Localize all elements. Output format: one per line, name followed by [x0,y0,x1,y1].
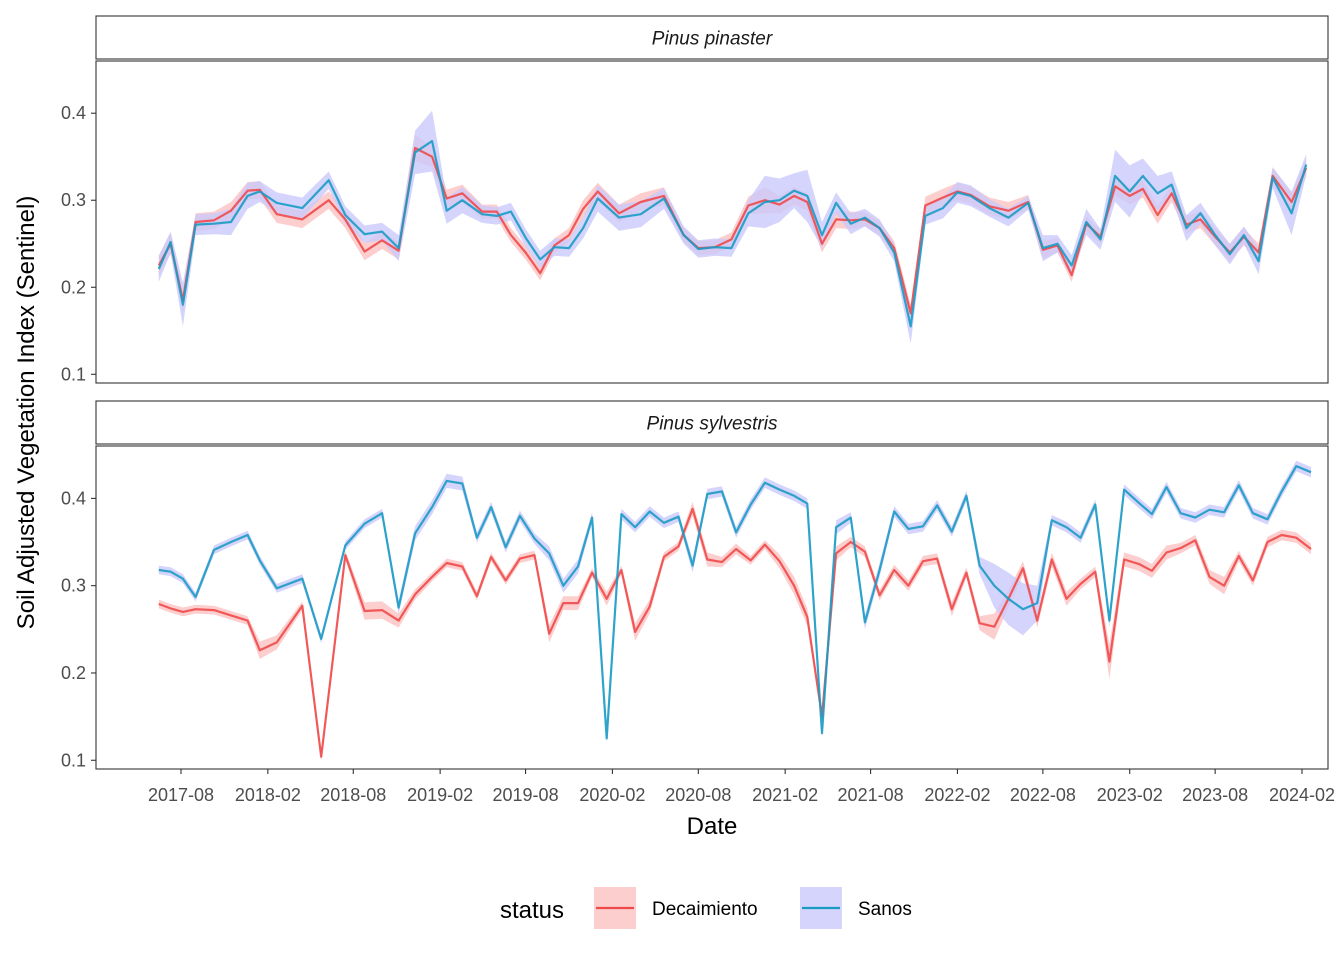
series-line-decaimiento [158,507,1312,758]
x-tick-label: 2024-02 [1269,785,1335,805]
facet-strip-label: Pinus pinaster [652,29,773,50]
panel-border [95,445,1329,770]
series-line-sanos [158,465,1312,740]
x-tick-label: 2023-08 [1182,785,1248,805]
ribbon-decaimiento [158,501,1311,762]
facet-panel: Pinus sylvestris 0.1 0.2 0.3 0.4 [61,400,1329,770]
legend-entry: Sanos [800,887,912,929]
y-tick-label: 0.4 [61,103,86,123]
legend-title: status [500,897,564,924]
series-line-sanos [157,140,1308,328]
x-tick-label: 2018-02 [235,785,301,805]
x-tick-label: 2019-02 [407,785,473,805]
facet-strip-label: Pinus sylvestris [647,414,778,435]
x-axis: 2017-08 2018-02 2018-08 2019-02 2019-08 2020-… [148,769,1335,805]
facet-strip [95,15,1329,60]
y-tick-label: 0.4 [61,488,86,508]
legend-label: Decaimiento [652,899,758,920]
x-tick-label: 2022-02 [924,785,990,805]
plot-area [157,110,1308,344]
x-tick-label: 2021-08 [838,785,904,805]
y-tick-label: 0.2 [61,663,86,683]
y-tick-label: 0.3 [61,190,86,210]
y-tick-label: 0.2 [61,277,86,297]
x-tick-label: 2019-08 [493,785,559,805]
series-line-decaimiento [157,146,1308,315]
y-axis-title: Soil Adjusted Vegetation Index (Sentinel… [13,196,40,630]
legend-entry: Decaimiento [594,887,758,929]
x-tick-label: 2021-02 [752,785,818,805]
x-tick-label: 2022-08 [1010,785,1076,805]
facet-panel: Pinus pinaster 0.1 0.2 0.3 0.4 [61,15,1329,384]
x-tick-label: 2017-08 [148,785,214,805]
y-tick-label: 0.3 [61,576,86,596]
legend-label: Sanos [858,899,912,920]
x-tick-label: 2018-08 [320,785,386,805]
panel-border [95,60,1329,384]
y-tick-label: 0.1 [61,364,86,384]
plot-area [158,460,1312,762]
facet-strip [95,400,1329,445]
x-tick-label: 2023-02 [1097,785,1163,805]
x-axis-title: Date [687,813,738,840]
x-tick-label: 2020-02 [579,785,645,805]
y-tick-label: 0.1 [61,750,86,770]
x-tick-label: 2020-08 [665,785,731,805]
legend: status Decaimiento Sanos [500,887,912,929]
